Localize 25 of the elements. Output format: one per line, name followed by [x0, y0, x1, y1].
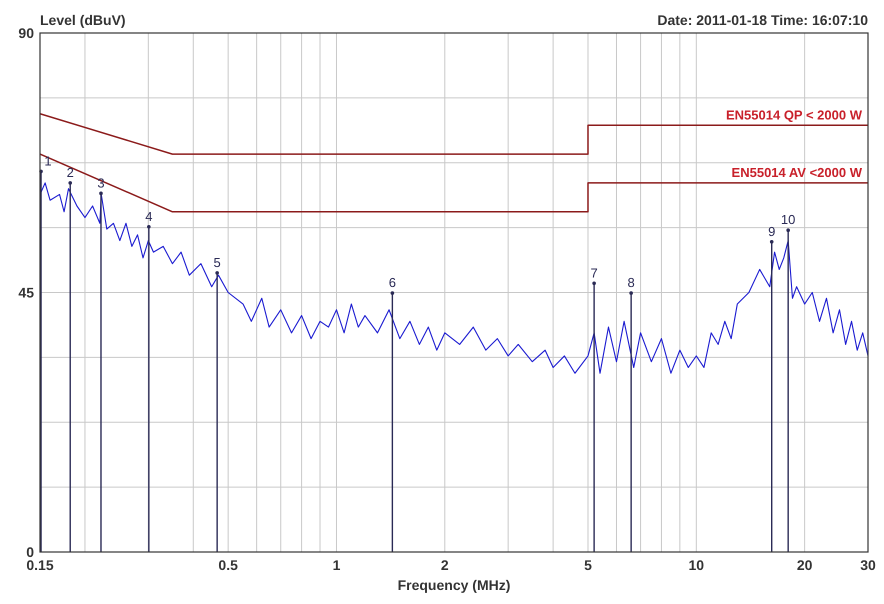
- x-tick-label: 1: [332, 557, 341, 573]
- annotation: 4: [145, 208, 152, 224]
- annotation: 1: [44, 153, 52, 168]
- annotation: 9: [768, 224, 776, 239]
- y-tick-label: 90: [18, 25, 34, 41]
- annotation: 7: [590, 265, 598, 280]
- x-tick-label: 0.15: [26, 557, 54, 573]
- x-tick-label: 2: [440, 557, 449, 573]
- y-tick-label: 45: [18, 284, 34, 300]
- y-tick-label: 0: [26, 544, 34, 560]
- y-axis-title: Level (dBuV): [40, 12, 126, 28]
- annotation: 10: [780, 212, 796, 228]
- series-label: EN55014 AV <2000 W: [732, 164, 863, 180]
- text: Date: 2011-01-18 Time: 16:07:10: [657, 12, 868, 28]
- series-label: EN55014 QP < 2000 W: [726, 107, 863, 122]
- x-axis-title: Frequency (MHz): [398, 577, 510, 593]
- x-tick-label: 5: [584, 557, 592, 573]
- annotation: 2: [66, 164, 74, 180]
- annotation: 6: [388, 275, 396, 290]
- annotation: 8: [628, 275, 635, 290]
- annotation: 5: [214, 254, 221, 270]
- x-tick-label: 0.5: [218, 557, 238, 573]
- x-tick-label: 30: [860, 557, 876, 573]
- x-tick-label: 20: [796, 557, 813, 573]
- x-tick-label: 10: [688, 557, 704, 573]
